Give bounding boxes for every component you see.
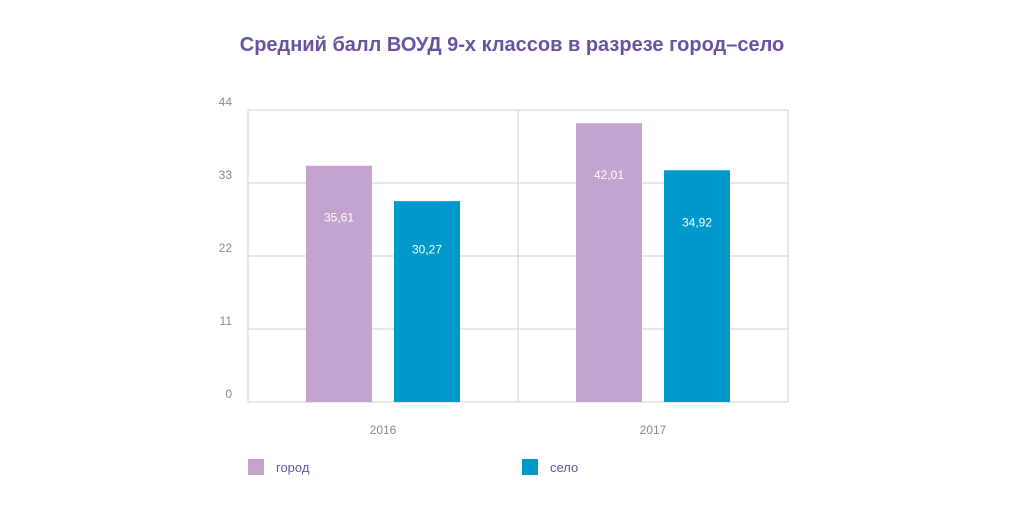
data-label-город-2016: 35,61: [324, 211, 354, 225]
data-label-село-2017: 34,92: [682, 215, 712, 229]
legend-swatch-город: [248, 459, 264, 475]
legend-swatch-село: [522, 459, 538, 475]
bar-село-2017: [664, 170, 730, 402]
legend-label-село: село: [550, 460, 578, 475]
legend-label-город: город: [276, 460, 310, 475]
y-tick-label-11: 11: [220, 314, 233, 328]
bars: [306, 123, 730, 402]
bar-село-2016: [394, 201, 460, 402]
y-tick-label-33: 33: [219, 168, 233, 182]
legend: город село: [248, 459, 578, 475]
x-tick-label-2017: 2017: [640, 423, 667, 437]
data-label-село-2016: 30,27: [412, 242, 442, 256]
chart-title: Средний балл ВОУД 9-х классов в разрезе …: [239, 34, 785, 56]
data-label-город-2017: 42,01: [594, 168, 624, 182]
x-tick-label-2016: 2016: [370, 423, 397, 437]
y-tick-label-0: 0: [225, 387, 232, 401]
y-tick-label-44: 44: [219, 95, 233, 109]
data-labels: 35,61 30,27 42,01 34,92: [324, 168, 712, 256]
bar-город-2017: [576, 123, 642, 402]
bar-город-2016: [306, 165, 372, 402]
y-tick-label-22: 22: [219, 241, 233, 255]
axes: 0 11 22 33 44 2016 2017: [219, 95, 667, 437]
